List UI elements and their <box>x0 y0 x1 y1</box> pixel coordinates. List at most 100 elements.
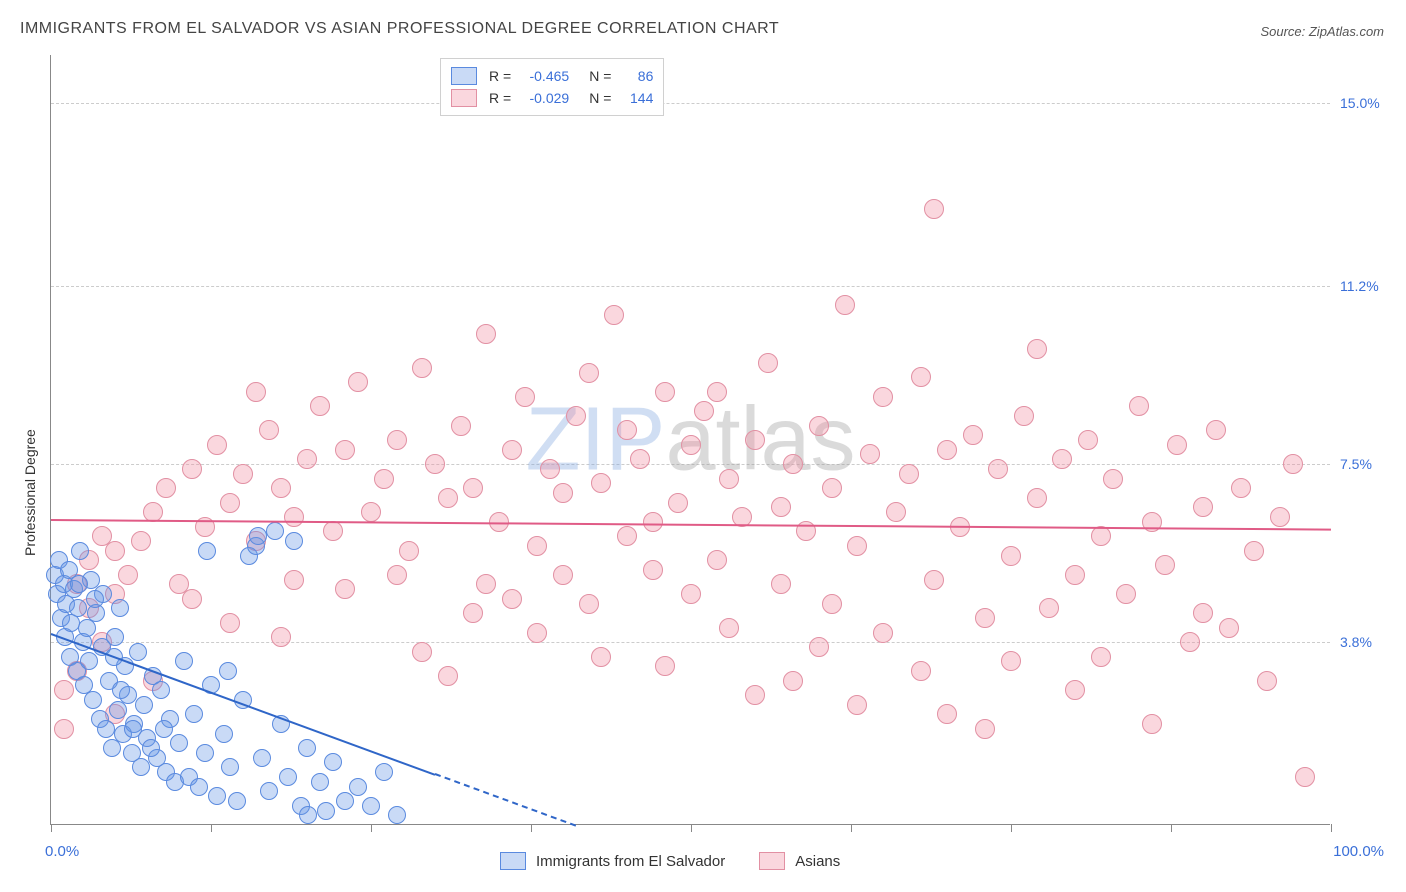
data-point-asians <box>297 449 317 469</box>
r-value: -0.029 <box>517 87 569 109</box>
data-point-salvador <box>317 802 335 820</box>
data-point-salvador <box>142 739 160 757</box>
legend-series-label: Asians <box>795 853 840 870</box>
data-point-asians <box>643 512 663 532</box>
data-point-asians <box>1231 478 1251 498</box>
data-point-salvador <box>208 787 226 805</box>
data-point-asians <box>284 570 304 590</box>
data-point-asians <box>502 589 522 609</box>
legend-stats-row-asians: R =-0.029N =144 <box>451 87 653 109</box>
data-point-asians <box>387 430 407 450</box>
data-point-asians <box>271 627 291 647</box>
data-point-salvador <box>249 527 267 545</box>
data-point-salvador <box>362 797 380 815</box>
data-point-asians <box>463 478 483 498</box>
data-point-asians <box>809 416 829 436</box>
data-point-salvador <box>97 720 115 738</box>
data-point-salvador <box>279 768 297 786</box>
data-point-asians <box>348 372 368 392</box>
data-point-asians <box>681 584 701 604</box>
data-point-asians <box>1091 647 1111 667</box>
data-point-salvador <box>152 681 170 699</box>
n-label: N = <box>589 87 611 109</box>
data-point-salvador <box>175 652 193 670</box>
data-point-salvador <box>253 749 271 767</box>
data-point-asians <box>553 565 573 585</box>
data-point-salvador <box>298 739 316 757</box>
data-point-asians <box>1193 603 1213 623</box>
y-tick-label: 7.5% <box>1340 456 1372 472</box>
x-tick <box>1171 824 1172 832</box>
y-tick-label: 11.2% <box>1340 278 1379 294</box>
data-point-asians <box>156 478 176 498</box>
n-value: 86 <box>617 65 653 87</box>
x-tick <box>691 824 692 832</box>
data-point-salvador <box>135 696 153 714</box>
data-point-asians <box>822 594 842 614</box>
data-point-asians <box>937 704 957 724</box>
data-point-asians <box>719 469 739 489</box>
r-label: R = <box>489 65 511 87</box>
data-point-asians <box>310 396 330 416</box>
data-point-asians <box>707 382 727 402</box>
data-point-asians <box>1193 497 1213 517</box>
data-point-asians <box>1180 632 1200 652</box>
data-point-asians <box>399 541 419 561</box>
data-point-asians <box>182 589 202 609</box>
data-point-asians <box>745 430 765 450</box>
data-point-asians <box>246 382 266 402</box>
trend-line <box>51 519 1331 531</box>
r-label: R = <box>489 87 511 109</box>
data-point-asians <box>131 531 151 551</box>
gridline <box>51 642 1330 643</box>
data-point-salvador <box>266 522 284 540</box>
data-point-asians <box>182 459 202 479</box>
data-point-asians <box>476 574 496 594</box>
data-point-asians <box>412 642 432 662</box>
data-point-asians <box>540 459 560 479</box>
data-point-asians <box>323 521 343 541</box>
data-point-asians <box>438 666 458 686</box>
data-point-asians <box>694 401 714 421</box>
data-point-salvador <box>86 590 104 608</box>
data-point-salvador <box>198 542 216 560</box>
data-point-asians <box>1270 507 1290 527</box>
data-point-asians <box>425 454 445 474</box>
x-tick <box>51 824 52 832</box>
data-point-asians <box>1001 546 1021 566</box>
data-point-asians <box>835 295 855 315</box>
x-tick <box>851 824 852 832</box>
data-point-asians <box>988 459 1008 479</box>
x-tick <box>1331 824 1332 832</box>
data-point-salvador <box>221 758 239 776</box>
data-point-asians <box>579 594 599 614</box>
data-point-asians <box>1039 598 1059 618</box>
data-point-asians <box>515 387 535 407</box>
data-point-asians <box>643 560 663 580</box>
data-point-asians <box>963 425 983 445</box>
data-point-salvador <box>324 753 342 771</box>
data-point-asians <box>1295 767 1315 787</box>
data-point-asians <box>911 367 931 387</box>
data-point-asians <box>617 526 637 546</box>
data-point-asians <box>463 603 483 623</box>
data-point-asians <box>54 719 74 739</box>
data-point-asians <box>758 353 778 373</box>
data-point-asians <box>220 613 240 633</box>
data-point-salvador <box>336 792 354 810</box>
n-label: N = <box>589 65 611 87</box>
data-point-asians <box>719 618 739 638</box>
data-point-salvador <box>311 773 329 791</box>
data-point-asians <box>527 623 547 643</box>
data-point-salvador <box>185 705 203 723</box>
data-point-salvador <box>260 782 278 800</box>
data-point-asians <box>374 469 394 489</box>
legend-swatch <box>500 852 526 870</box>
data-point-asians <box>771 574 791 594</box>
data-point-asians <box>975 608 995 628</box>
data-point-asians <box>617 420 637 440</box>
data-point-asians <box>1065 565 1085 585</box>
data-point-asians <box>553 483 573 503</box>
data-point-asians <box>886 502 906 522</box>
data-point-asians <box>361 502 381 522</box>
